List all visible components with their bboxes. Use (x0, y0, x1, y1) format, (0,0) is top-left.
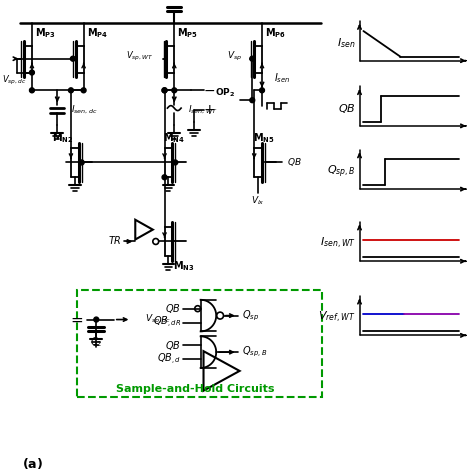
Circle shape (172, 88, 177, 93)
Text: $V_{ref,WT}$: $V_{ref,WT}$ (319, 310, 356, 325)
Circle shape (29, 88, 35, 93)
Text: $\mathbf{M_{N2}}$: $\mathbf{M_{N2}}$ (52, 131, 74, 145)
Text: $I_{sen,dc}$: $I_{sen,dc}$ (71, 104, 97, 116)
Circle shape (29, 70, 35, 75)
Text: $QB_{,dR}$: $QB_{,dR}$ (153, 315, 181, 330)
Circle shape (71, 56, 75, 61)
Text: $\mathbf{OP_2}$: $\mathbf{OP_2}$ (215, 86, 235, 99)
Circle shape (250, 98, 255, 103)
Circle shape (94, 317, 99, 322)
Circle shape (260, 88, 264, 93)
Text: $TR$: $TR$ (108, 234, 122, 246)
Text: $\mathbf{M_{N4}}$: $\mathbf{M_{N4}}$ (164, 131, 185, 145)
Text: $V_{sp,dc}$: $V_{sp,dc}$ (145, 313, 171, 326)
Text: $\mathbf{(a)}$: $\mathbf{(a)}$ (22, 456, 43, 471)
Text: $Q_{sp,B}$: $Q_{sp,B}$ (327, 163, 356, 180)
Circle shape (173, 160, 178, 165)
Text: $QB$: $QB$ (165, 302, 181, 315)
Text: $QB$: $QB$ (287, 156, 302, 168)
Text: $\mathbf{M_{N3}}$: $\mathbf{M_{N3}}$ (173, 259, 195, 273)
Text: $\mathbf{M_{P6}}$: $\mathbf{M_{P6}}$ (265, 26, 286, 40)
Text: $\mathbf{M_{P5}}$: $\mathbf{M_{P5}}$ (177, 26, 199, 40)
Text: $+$: $+$ (203, 103, 216, 117)
Text: $\mathbf{M_{P3}}$: $\mathbf{M_{P3}}$ (35, 26, 56, 40)
Text: $Q_{sp}$: $Q_{sp}$ (242, 309, 259, 323)
Circle shape (79, 160, 84, 165)
Text: $C_2$: $C_2$ (90, 336, 102, 349)
Text: $I_{sen,WT}$: $I_{sen,WT}$ (319, 236, 356, 251)
Circle shape (162, 175, 167, 180)
Text: $Q_{sp,B}$: $Q_{sp,B}$ (242, 345, 267, 359)
Text: $V_{sp,dc}$: $V_{sp,dc}$ (2, 74, 27, 87)
Text: $QB$: $QB$ (165, 339, 181, 352)
Text: Sample-and-Hold Circuits: Sample-and-Hold Circuits (117, 384, 275, 394)
Text: $\mathbf{M_{N5}}$: $\mathbf{M_{N5}}$ (253, 131, 275, 145)
Circle shape (250, 56, 255, 61)
Text: $V_{sp,WT}$: $V_{sp,WT}$ (126, 50, 153, 63)
Text: $QB$: $QB$ (338, 101, 356, 115)
Circle shape (162, 88, 167, 93)
Text: $I_{sen}$: $I_{sen}$ (337, 36, 356, 50)
Circle shape (68, 88, 73, 93)
Text: $V_{sp}$: $V_{sp}$ (228, 50, 243, 63)
Text: $QB_{,d}$: $QB_{,d}$ (157, 352, 181, 366)
Circle shape (162, 88, 167, 93)
Bar (77, 290, 322, 397)
Circle shape (81, 88, 86, 93)
Text: $I_{sen,WT}$: $I_{sen,WT}$ (188, 104, 218, 116)
Text: $-$: $-$ (203, 83, 216, 97)
Text: $=$: $=$ (68, 312, 84, 327)
Text: $I_{sen}$: $I_{sen}$ (273, 72, 290, 85)
Text: $\mathbf{M_{P4}}$: $\mathbf{M_{P4}}$ (87, 26, 108, 40)
Text: $V_{lx}$: $V_{lx}$ (251, 195, 265, 207)
